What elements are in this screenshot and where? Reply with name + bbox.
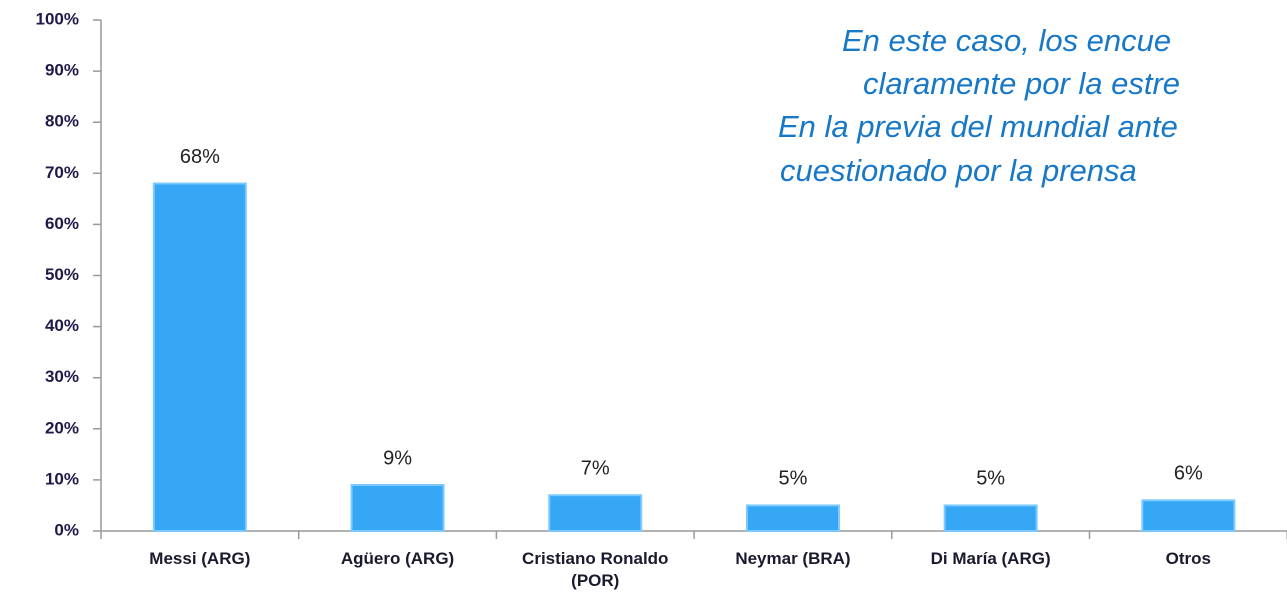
y-tick-label: 10% bbox=[45, 469, 79, 488]
bar bbox=[1141, 499, 1236, 532]
annotation-line: En la previa del mundial ante bbox=[778, 109, 1178, 144]
value-label: 5% bbox=[976, 468, 1005, 490]
y-tick-label: 0% bbox=[54, 520, 79, 539]
x-tick-label: Cristiano Ronaldo (POR) bbox=[522, 549, 669, 590]
bar bbox=[548, 494, 643, 533]
bar bbox=[152, 182, 247, 533]
value-label: 7% bbox=[581, 458, 610, 480]
y-tick-label: 30% bbox=[45, 367, 79, 386]
y-tick-label: 20% bbox=[45, 418, 79, 437]
x-tick-label: Neymar (BRA) bbox=[735, 549, 851, 568]
bar bbox=[350, 484, 445, 533]
annotation-line: En este caso, los encue bbox=[842, 23, 1171, 58]
x-tick-label: Otros bbox=[1165, 549, 1212, 568]
y-tick-label: 40% bbox=[45, 316, 79, 335]
value-label: 5% bbox=[778, 468, 807, 490]
y-tick-label: 50% bbox=[45, 265, 79, 284]
y-tick-label: 90% bbox=[45, 61, 79, 80]
bar bbox=[745, 504, 840, 533]
annotation-line: cuestionado por la prensa bbox=[780, 153, 1137, 188]
value-label: 9% bbox=[383, 447, 412, 469]
x-tick-label: Agüero (ARG) bbox=[340, 549, 455, 568]
y-tick-label: 80% bbox=[45, 112, 79, 131]
value-label: 6% bbox=[1174, 463, 1203, 485]
bar bbox=[943, 504, 1038, 533]
annotation-line: claramente por la estre bbox=[863, 66, 1180, 101]
value-label: 68% bbox=[180, 146, 220, 168]
y-tick-label: 60% bbox=[45, 214, 79, 233]
x-tick-label: Di María (ARG) bbox=[930, 549, 1051, 568]
y-tick-label: 70% bbox=[45, 163, 79, 182]
y-tick-label: 100% bbox=[36, 9, 79, 28]
x-tick-label: Messi (ARG) bbox=[149, 549, 251, 568]
